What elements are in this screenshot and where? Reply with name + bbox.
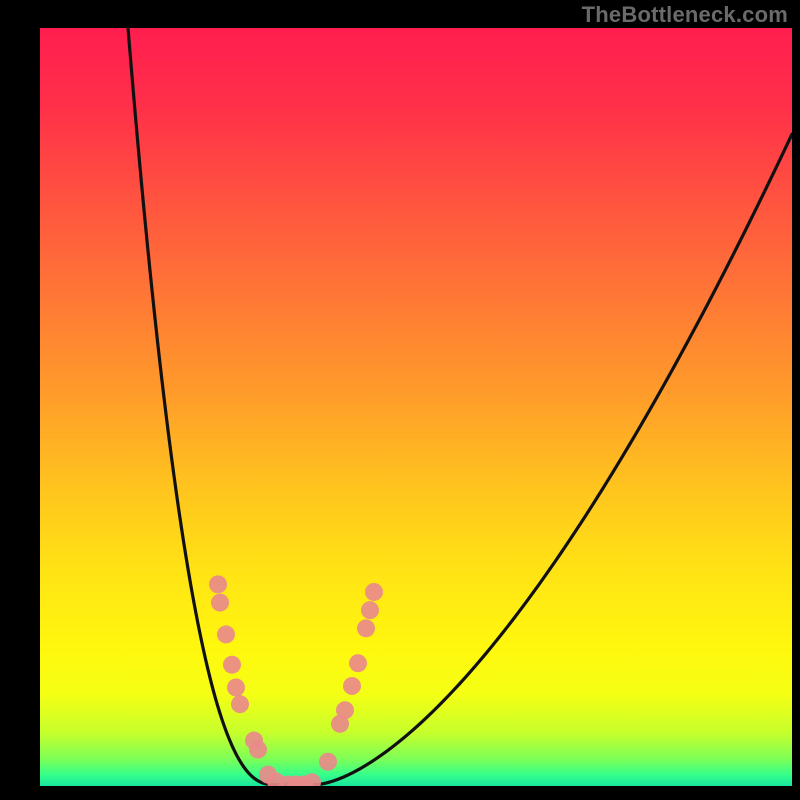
data-marker: [361, 601, 379, 619]
chart-plot: [40, 28, 792, 786]
data-marker: [349, 654, 367, 672]
data-marker: [336, 701, 354, 719]
data-marker: [249, 741, 267, 759]
data-marker: [319, 753, 337, 771]
data-marker: [231, 695, 249, 713]
data-marker: [217, 625, 235, 643]
data-marker: [357, 619, 375, 637]
data-marker: [211, 594, 229, 612]
data-marker: [227, 678, 245, 696]
data-marker: [209, 575, 227, 593]
data-marker: [343, 677, 361, 695]
data-marker: [365, 583, 383, 601]
data-marker: [223, 656, 241, 674]
chart-background-gradient: [40, 28, 792, 786]
watermark-text: TheBottleneck.com: [582, 2, 788, 28]
